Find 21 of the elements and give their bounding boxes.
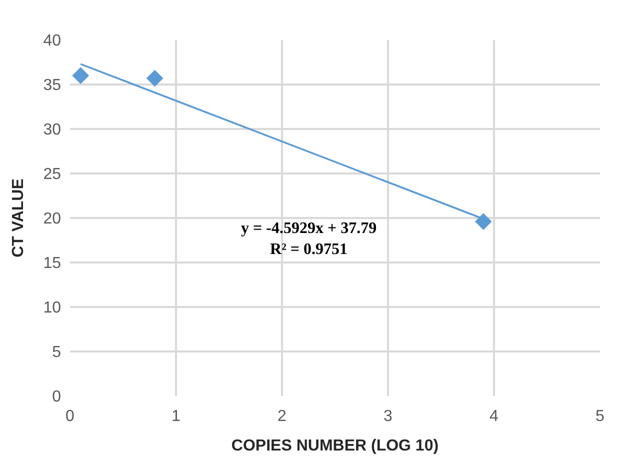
y-tick-label: 15 [43, 255, 62, 272]
y-tick-label: 0 [52, 388, 62, 406]
x-tick-label: 5 [596, 408, 605, 425]
x-tick-label: 4 [490, 408, 499, 425]
x-tick-label: 0 [66, 408, 75, 425]
point [474, 213, 492, 230]
x-tick-label: 1 [172, 408, 181, 425]
y-tick-label: 40 [43, 32, 62, 50]
y-tick-label: 30 [43, 122, 62, 139]
y-tick-label: 10 [43, 300, 62, 317]
annotation: y = -4.5929x + 37.79 R² = 0.9751 [241, 220, 377, 258]
x-tick-label: 2 [278, 408, 287, 425]
y-tick-label: 35 [43, 77, 62, 94]
y-tick-label: 25 [43, 166, 62, 184]
y-tick-label: 5 [52, 344, 62, 362]
point [146, 70, 164, 87]
y-axis-title: CT VALUE [10, 178, 28, 258]
x-axis-title: COPIES NUMBER (LOG 10) [231, 438, 439, 455]
x-tick-label: 3 [384, 408, 393, 425]
point [72, 67, 90, 84]
y-tick-label: 20 [43, 210, 62, 228]
